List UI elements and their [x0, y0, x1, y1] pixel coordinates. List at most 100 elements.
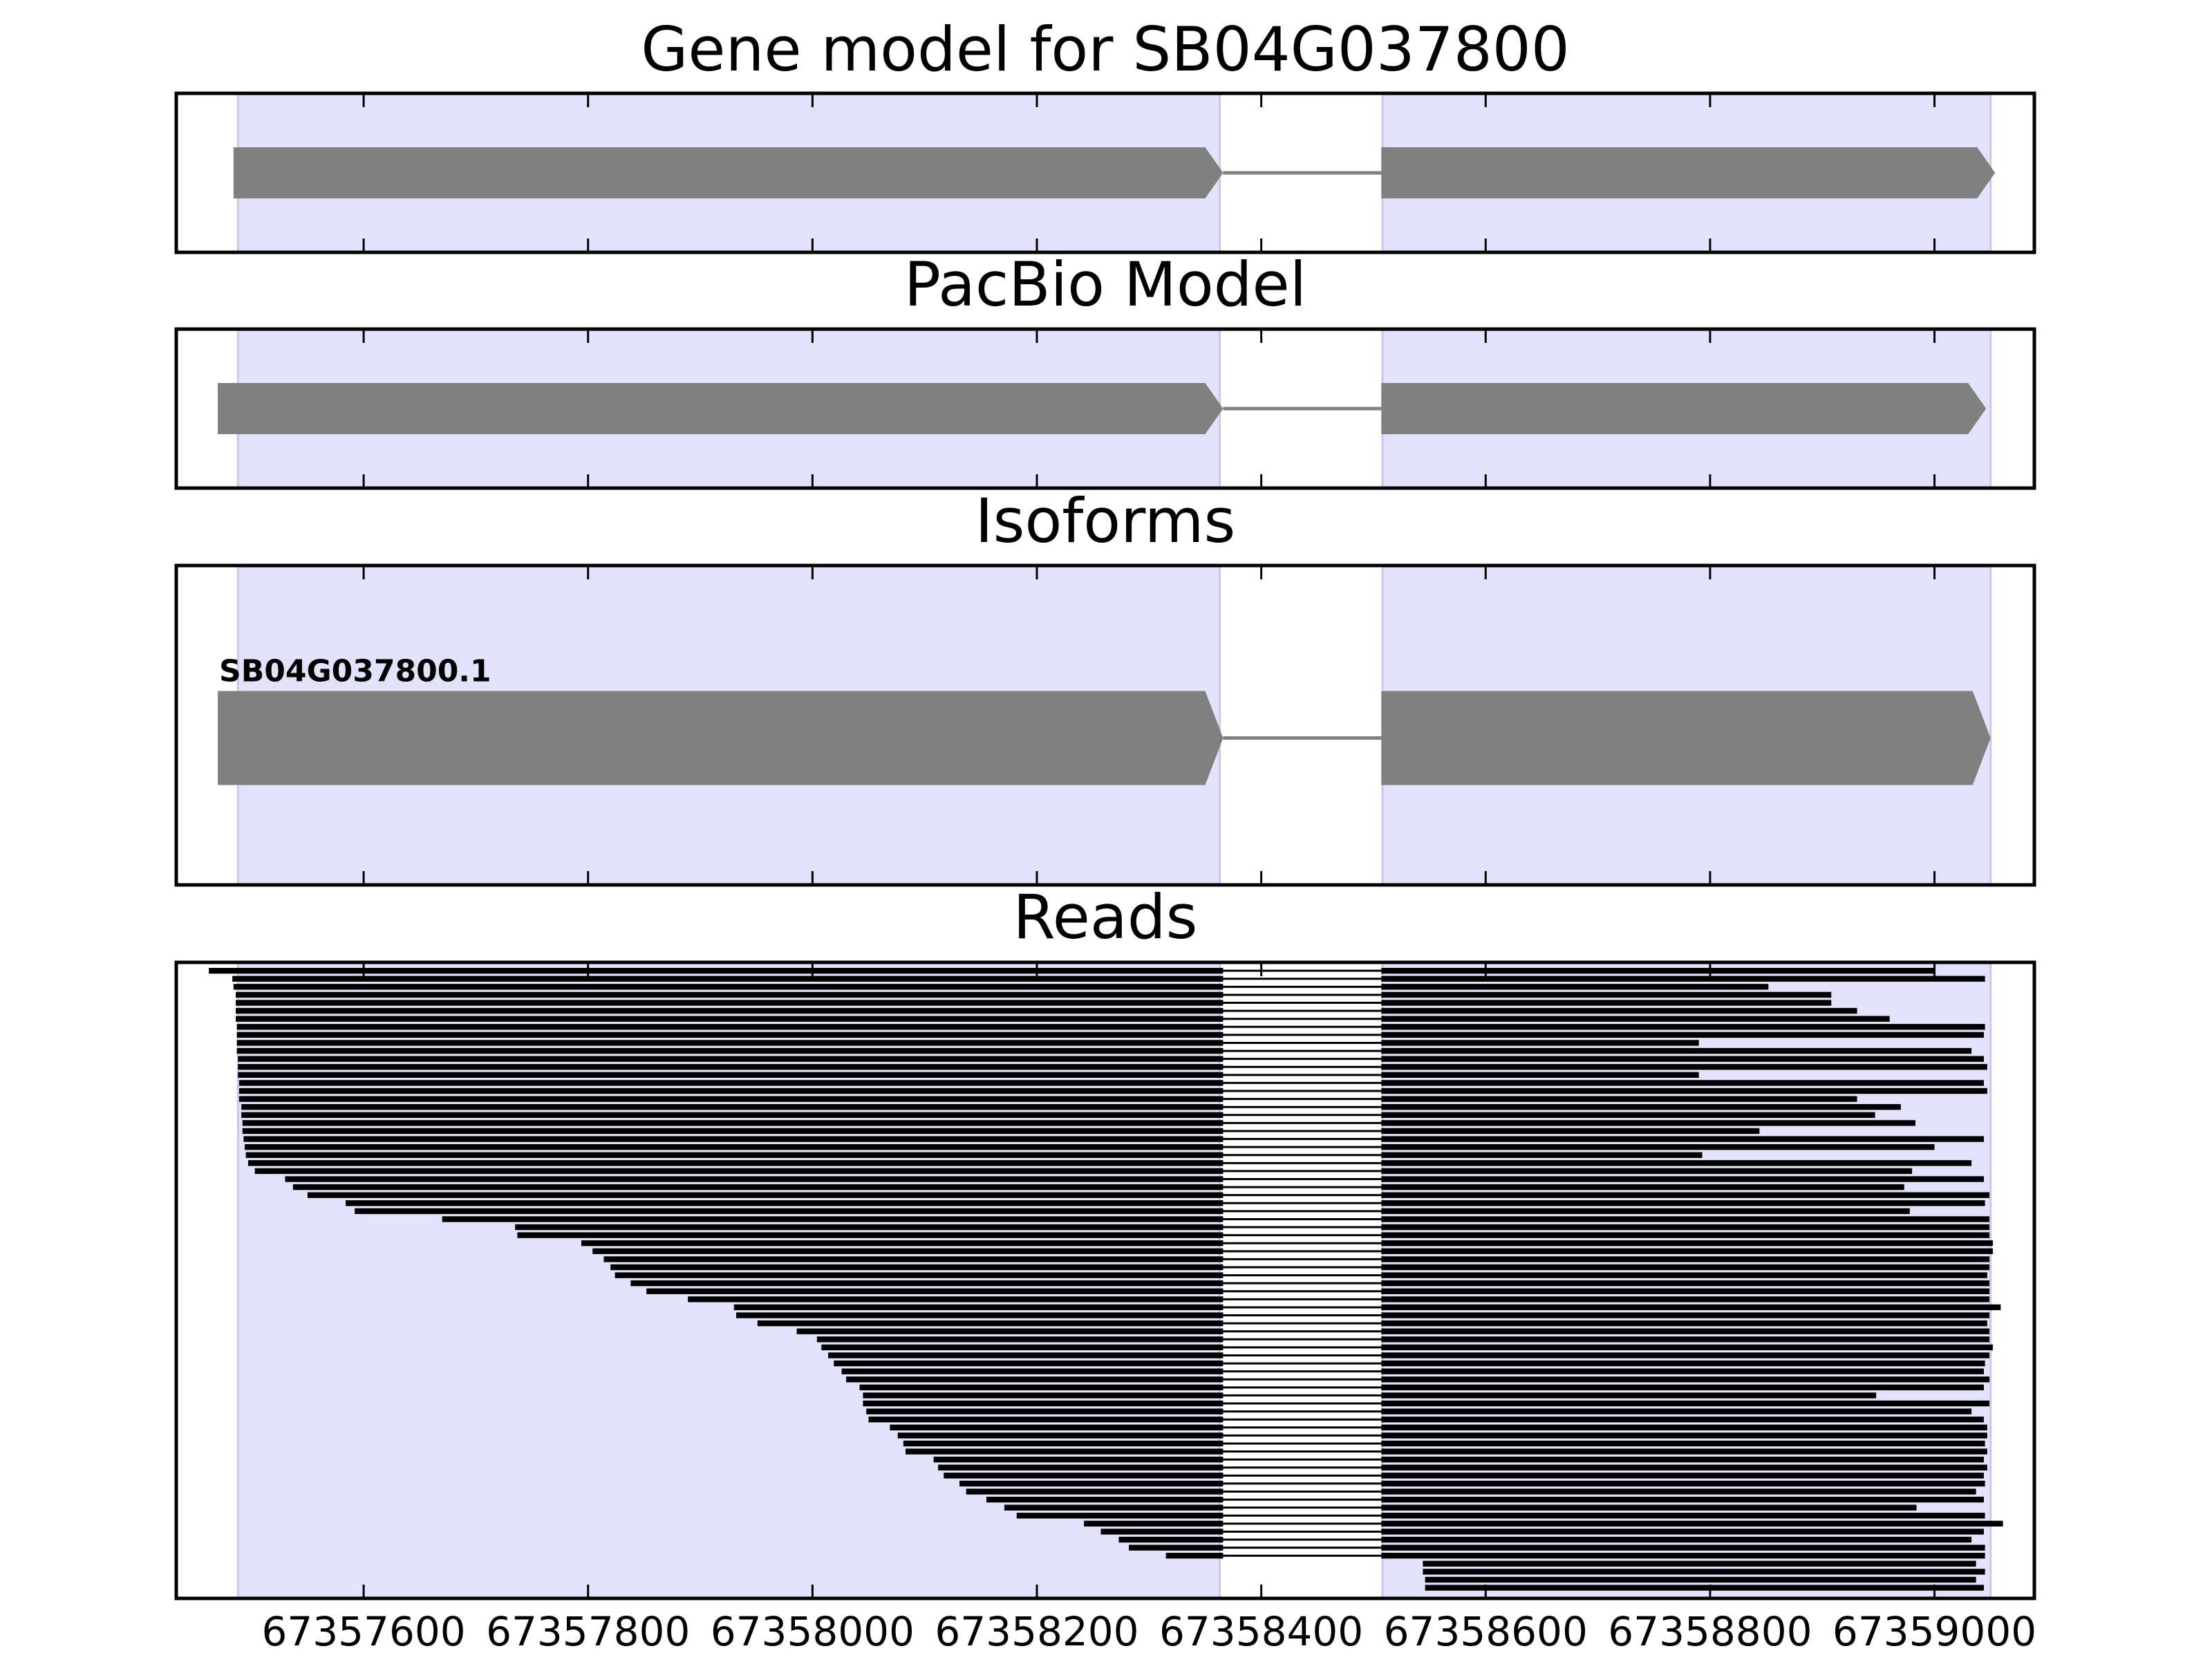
- read-exon: [906, 1448, 1224, 1455]
- read-exon: [242, 1120, 1224, 1126]
- read-exon: [1381, 1473, 1984, 1479]
- read-exon: [1381, 1384, 1984, 1391]
- read-exon: [355, 1208, 1224, 1215]
- read-exon: [1381, 1152, 1703, 1158]
- read-exon: [1381, 1328, 1990, 1334]
- read-exon: [986, 1496, 1224, 1503]
- read-exon: [236, 1040, 1224, 1046]
- read-exon: [1381, 1120, 1915, 1126]
- read-exon: [1381, 1456, 1984, 1463]
- read-exon: [1423, 1560, 1976, 1567]
- read-exon: [1381, 1376, 1990, 1383]
- read-exon: [1381, 1064, 1987, 1070]
- read-exon: [238, 1096, 1224, 1102]
- read-exon: [1381, 1320, 1987, 1327]
- panel: [218, 328, 1992, 489]
- read-exon: [592, 1248, 1224, 1254]
- read-exon: [1381, 1496, 1984, 1503]
- x-tick-label: 67358800: [1608, 1608, 1812, 1655]
- read-exon: [834, 1360, 1224, 1367]
- read-exon: [630, 1280, 1224, 1287]
- read-exon: [1381, 1448, 1987, 1455]
- read-exon: [1381, 991, 1832, 998]
- read-exon: [1381, 1432, 1987, 1439]
- read-exon: [236, 1031, 1224, 1038]
- read-exon: [1381, 1031, 1984, 1038]
- read-exon: [897, 1432, 1224, 1439]
- read-exon: [1381, 1176, 1984, 1182]
- read-exon: [1381, 1488, 1976, 1495]
- read-exon: [868, 1417, 1224, 1423]
- read-exon: [1381, 1056, 1984, 1062]
- read-exon: [1381, 1096, 1857, 1102]
- read-exon: [1381, 1280, 1990, 1287]
- read-exon: [1381, 1536, 1972, 1543]
- panel: [218, 564, 1992, 886]
- read-exon: [1381, 1520, 2003, 1527]
- read-exon: [1381, 1047, 1972, 1054]
- read-exon: [1381, 1160, 1972, 1166]
- read-exon: [1381, 1232, 1990, 1238]
- read-exon: [442, 1216, 1224, 1222]
- panel-title: Gene model for SB04G037800: [641, 14, 1570, 85]
- x-tick-label: 67358000: [711, 1608, 915, 1655]
- read-exon: [232, 975, 1224, 982]
- read-exon: [236, 1047, 1224, 1054]
- read-exon: [1381, 968, 1935, 974]
- read-exon: [841, 1368, 1224, 1374]
- read-exon: [1381, 1304, 2001, 1311]
- read-exon: [1129, 1544, 1224, 1551]
- read-exon: [1381, 1336, 1990, 1343]
- read-exon: [236, 1024, 1224, 1030]
- read-exon: [1381, 1136, 1984, 1142]
- panel: [209, 961, 2003, 1600]
- read-exon: [1381, 975, 1985, 982]
- read-exon: [1381, 1007, 1857, 1014]
- exon: [1381, 383, 1987, 434]
- read-exon: [1004, 1504, 1224, 1511]
- read-exon: [1016, 1513, 1224, 1519]
- read-exon: [821, 1344, 1224, 1351]
- read-exon: [610, 1264, 1224, 1271]
- read-exon: [236, 1016, 1224, 1022]
- x-tick-label: 67359000: [1833, 1608, 2036, 1655]
- read-exon: [816, 1336, 1224, 1343]
- read-exon: [1381, 1352, 1990, 1358]
- read-exon: [1118, 1536, 1224, 1543]
- read-exon: [1381, 1216, 1990, 1222]
- exon: [218, 383, 1224, 434]
- read-exon: [1381, 1296, 1990, 1302]
- read-exon: [944, 1473, 1224, 1479]
- read-exon: [515, 1224, 1224, 1231]
- isoform-label: SB04G037800.1: [219, 653, 491, 689]
- read-exon: [1381, 1143, 1935, 1150]
- read-exon: [209, 968, 1224, 974]
- read-exon: [1381, 1224, 1990, 1231]
- read-exon: [243, 1136, 1224, 1142]
- read-exon: [1381, 1424, 1987, 1430]
- read-exon: [866, 1408, 1224, 1414]
- read-exon: [735, 1312, 1224, 1318]
- read-exon: [517, 1232, 1224, 1238]
- read-exon: [1381, 1529, 1984, 1535]
- read-exon: [254, 1168, 1224, 1175]
- read-exon: [1381, 1248, 1993, 1254]
- read-exon: [238, 1087, 1224, 1094]
- read-exon: [1381, 1128, 1760, 1135]
- read-exon: [863, 1392, 1224, 1399]
- read-exon: [966, 1488, 1224, 1495]
- read-exon: [1381, 1544, 1985, 1551]
- read-exon: [1381, 1192, 1990, 1198]
- panel-frame: [174, 327, 2036, 490]
- exon: [218, 691, 1224, 785]
- exon: [1381, 691, 1991, 785]
- read-exon: [933, 1456, 1224, 1463]
- x-tick-label: 67358400: [1159, 1608, 1363, 1655]
- read-exon: [903, 1440, 1224, 1447]
- read-exon: [1381, 1104, 1901, 1110]
- read-exon: [233, 984, 1224, 990]
- read-exon: [733, 1304, 1224, 1311]
- read-exon: [1381, 1072, 1699, 1079]
